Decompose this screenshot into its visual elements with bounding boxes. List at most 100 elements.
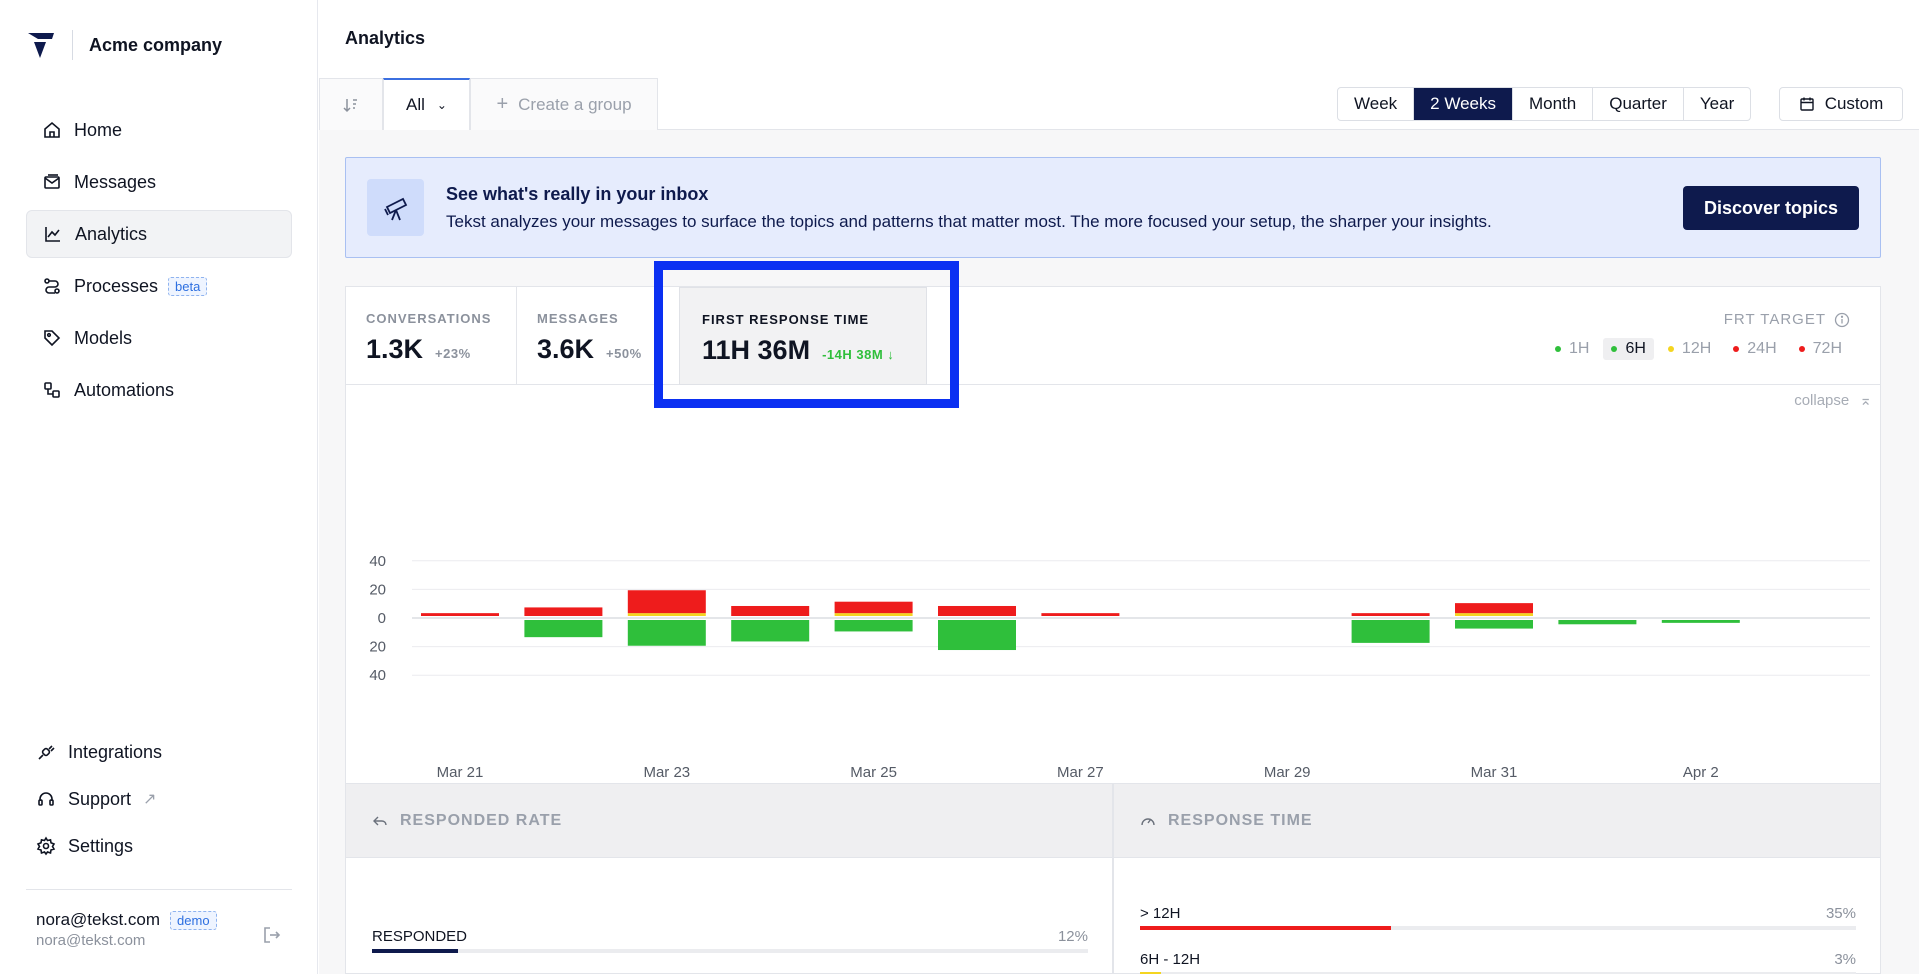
period-month[interactable]: Month: [1513, 88, 1594, 120]
sidebar-item-automations[interactable]: Automations: [26, 366, 292, 414]
collapse-label: collapse: [1794, 392, 1850, 409]
metric-conversations[interactable]: CONVERSATIONS 1.3K +23%: [346, 287, 517, 385]
period-week[interactable]: Week: [1338, 88, 1415, 120]
telescope-icon: [367, 179, 424, 236]
create-group-button[interactable]: + Create a group: [470, 78, 658, 130]
automations-icon: [42, 380, 62, 400]
bar-green: [834, 620, 913, 632]
page-title: Analytics: [345, 28, 426, 48]
user-email: nora@tekst.com: [36, 910, 161, 929]
bar-row-top: 6H - 12H 3%: [1140, 951, 1856, 968]
bar-green: [1558, 620, 1637, 625]
bar-value: 3%: [1834, 951, 1856, 968]
tab-all-label: All: [406, 95, 425, 114]
x-tick-label: Mar 25: [850, 764, 897, 781]
x-tick-label: Mar 23: [643, 764, 690, 781]
frt-option-label: 72H: [1812, 340, 1842, 357]
bar-yellow: [627, 613, 706, 616]
logout-icon[interactable]: [261, 924, 283, 946]
frt-option-label: 12H: [1681, 340, 1712, 357]
sidebar-item-label: Home: [74, 119, 123, 140]
user-email-row: nora@tekst.com demo: [36, 910, 217, 930]
sidebar-item-label: Messages: [74, 171, 157, 192]
frt-option-1h[interactable]: 1H: [1547, 338, 1597, 360]
sidebar-item-models[interactable]: Models: [26, 314, 292, 362]
company-logo-icon: [28, 33, 54, 58]
frt-chart-panel: CONVERSATIONS 1.3K +23% MESSAGES 3.6K +5…: [345, 286, 1881, 786]
arrow-down-icon: ↓: [887, 347, 895, 362]
status-dot: [1733, 346, 1740, 352]
custom-range-button[interactable]: Custom: [1779, 87, 1903, 121]
collapse-button[interactable]: collapse ⌅: [1794, 391, 1872, 409]
period-quarter[interactable]: Quarter: [1593, 88, 1684, 120]
sidebar-item-integrations[interactable]: Integrations: [26, 730, 292, 774]
response-time-title: RESPONSE TIME: [1168, 811, 1313, 829]
progress-track: [372, 949, 1088, 953]
bar-label: RESPONDED: [372, 928, 468, 945]
responded-row: RESPONDED 12%: [372, 928, 1088, 953]
x-tick-label: Apr 2: [1683, 764, 1719, 781]
frt-option-6h[interactable]: 6H: [1603, 338, 1654, 360]
sidebar-item-messages[interactable]: Messages: [26, 158, 292, 206]
bar-yellow: [834, 613, 913, 616]
x-tick-label: Mar 29: [1264, 764, 1311, 781]
metric-first-response-time[interactable]: FIRST RESPONSE TIME 11H 36M -14H 38M ↓: [679, 287, 927, 385]
frt-option-12h[interactable]: 12H: [1660, 338, 1719, 360]
collapse-icon: ⌅: [1859, 392, 1872, 409]
sidebar-item-label: Automations: [74, 379, 175, 400]
sidebar-item-home[interactable]: Home: [26, 106, 292, 154]
metric-delta: -14H 38M ↓: [822, 347, 894, 362]
bar-value: 35%: [1825, 905, 1856, 922]
frt-target: FRT TARGET 1H 6H 12H 24H 72H: [1541, 311, 1850, 360]
messages-icon: [42, 172, 62, 192]
response-time-row: > 12H 35%: [1140, 905, 1856, 930]
external-link-icon: ↗: [143, 791, 157, 808]
user-subemail: nora@tekst.com: [36, 932, 146, 949]
sidebar-item-analytics[interactable]: Analytics: [26, 210, 292, 258]
discover-topics-button[interactable]: Discover topics: [1683, 186, 1859, 230]
plug-icon: [36, 742, 56, 762]
metric-frt-card: FIRST RESPONSE TIME 11H 36M -14H 38M ↓: [679, 287, 927, 385]
frt-option-label: 24H: [1747, 340, 1777, 357]
insights-banner: See what's really in your inbox Tekst an…: [345, 157, 1881, 258]
tab-all[interactable]: All ⌄: [383, 78, 470, 130]
bar-red: [1455, 603, 1533, 614]
response-time-panel: RESPONSE TIME > 12H 35% 6H - 12H 3%: [1113, 783, 1881, 974]
metric-value-row: 3.6K +50%: [537, 334, 663, 365]
sort-button[interactable]: [319, 78, 383, 130]
beta-badge: beta: [168, 276, 208, 296]
banner-text: Tekst analyzes your messages to surface …: [446, 212, 1492, 231]
bar-red: [524, 607, 603, 616]
frt-option-24h[interactable]: 24H: [1725, 338, 1784, 360]
frt-option-72h[interactable]: 72H: [1791, 338, 1850, 360]
y-tick-label: 40: [369, 553, 386, 570]
frt-target-label: FRT TARGET: [1723, 311, 1826, 328]
metrics-row: CONVERSATIONS 1.3K +23% MESSAGES 3.6K +5…: [346, 287, 1880, 385]
brand[interactable]: Acme company: [26, 28, 222, 62]
sidebar-item-label: Integrations: [68, 741, 163, 762]
period-year[interactable]: Year: [1699, 94, 1735, 113]
frt-target-label-row: FRT TARGET: [1541, 311, 1850, 328]
home-icon: [42, 120, 62, 140]
info-icon[interactable]: [1834, 312, 1850, 328]
bar-red: [1351, 613, 1430, 616]
sidebar-item-processes[interactable]: Processes beta: [26, 262, 292, 310]
progress-fill: [372, 949, 458, 953]
metric-delta: +23%: [435, 346, 471, 361]
bar-green: [938, 620, 1016, 651]
sidebar-item-support[interactable]: Support ↗: [26, 777, 292, 821]
bar-row-top: > 12H 35%: [1140, 905, 1856, 922]
frt-option-label: 1H: [1569, 340, 1590, 357]
metric-value: 11H 36M: [702, 335, 811, 365]
group-tabs: All ⌄ + Create a group: [319, 78, 658, 130]
bar-green: [1661, 620, 1740, 623]
period-selector: Week 2 Weeks Month Quarter Year: [1337, 87, 1752, 121]
metric-messages[interactable]: MESSAGES 3.6K +50%: [517, 287, 683, 385]
banner-title: See what's really in your inbox: [446, 184, 709, 204]
period-2-weeks[interactable]: 2 Weeks: [1414, 88, 1513, 120]
metric-value-row: 11H 36M -14H 38M ↓: [702, 335, 906, 366]
sidebar-item-settings[interactable]: Settings: [26, 824, 292, 868]
processes-icon: [42, 276, 62, 296]
frt-bar-chart: 40 20 0 20 40 Mar 21 Mar 23 Mar 25 Mar 27 Mar 29 M…: [369, 553, 1870, 781]
demo-badge: demo: [170, 910, 217, 930]
